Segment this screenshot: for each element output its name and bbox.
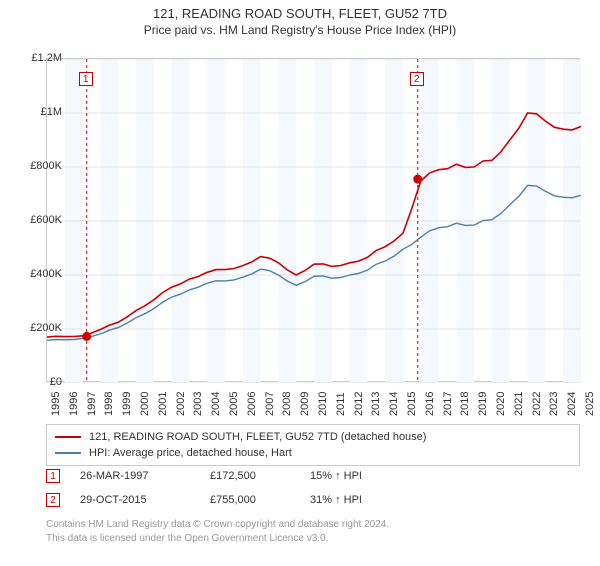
x-axis-tick-label: 1995 [50,392,62,416]
legend-row-series1: 121, READING ROAD SOUTH, FLEET, GU52 7TD… [55,429,571,445]
y-axis-tick-label: £400K [30,268,62,280]
footer-attribution: Contains HM Land Registry data © Crown c… [46,518,580,545]
y-axis-tick-label: £800K [30,160,62,172]
legend-swatch-2 [55,452,81,454]
footer-line-1: Contains HM Land Registry data © Crown c… [46,519,389,530]
x-axis-tick-label: 2012 [353,392,365,416]
transaction-price-2: £755,000 [210,494,310,506]
x-axis-tick-label: 2019 [477,392,489,416]
x-axis-tick-label: 2004 [210,392,222,416]
y-axis-tick-label: £600K [30,214,62,226]
chart-plot-area [46,58,580,382]
x-axis-tick-label: 2005 [228,392,240,416]
footer-line-2: This data is licensed under the Open Gov… [46,533,328,544]
chart-marker-flag: 2 [410,72,424,86]
y-axis-tick-label: £200K [30,322,62,334]
x-axis-tick-label: 2003 [192,392,204,416]
legend-label-2: HPI: Average price, detached house, Hart [89,447,292,459]
transaction-marker-1: 1 [46,469,60,483]
transaction-diff-2: 31% ↑ HPI [310,494,470,506]
x-axis-tick-label: 2014 [388,392,400,416]
transaction-list: 1 26-MAR-1997 £172,500 15% ↑ HPI 2 29-OC… [46,464,580,512]
x-axis-tick-label: 2015 [406,392,418,416]
x-axis-tick-label: 2002 [175,392,187,416]
x-axis-tick-label: 2000 [139,392,151,416]
chart-marker-flag: 1 [79,72,93,86]
legend-label-1: 121, READING ROAD SOUTH, FLEET, GU52 7TD… [89,431,426,443]
x-axis-tick-label: 2016 [424,392,436,416]
x-axis-tick-label: 2025 [584,392,596,416]
legend-box: 121, READING ROAD SOUTH, FLEET, GU52 7TD… [46,424,580,466]
x-axis-tick-label: 1996 [68,392,80,416]
x-axis-tick-label: 1999 [121,392,133,416]
x-axis-tick-label: 2008 [281,392,293,416]
x-axis-tick-label: 2024 [566,392,578,416]
x-axis-tick-label: 2021 [513,392,525,416]
x-axis-tick-label: 1997 [86,392,98,416]
transaction-diff-1: 15% ↑ HPI [310,470,470,482]
x-axis-tick-label: 2010 [317,392,329,416]
x-axis-tick-label: 2023 [548,392,560,416]
legend-swatch-1 [55,436,81,438]
transaction-date-2: 29-OCT-2015 [80,494,210,506]
x-axis-tick-label: 2020 [495,392,507,416]
chart-title-address: 121, READING ROAD SOUTH, FLEET, GU52 7TD [0,6,600,21]
x-axis-tick-label: 2011 [335,392,347,416]
transaction-row-2: 2 29-OCT-2015 £755,000 31% ↑ HPI [46,488,580,512]
x-axis-tick-label: 2001 [157,392,169,416]
x-axis-tick-label: 2006 [246,392,258,416]
y-axis-tick-label: £0 [50,376,62,388]
x-axis-tick-label: 2007 [264,392,276,416]
transaction-price-1: £172,500 [210,470,310,482]
y-axis-tick-label: £1.2M [31,52,62,64]
legend-row-series2: HPI: Average price, detached house, Hart [55,445,571,461]
transaction-marker-2: 2 [46,493,60,507]
transaction-row-1: 1 26-MAR-1997 £172,500 15% ↑ HPI [46,464,580,488]
transaction-date-1: 26-MAR-1997 [80,470,210,482]
x-axis-tick-label: 2018 [459,392,471,416]
x-axis-tick-label: 1998 [103,392,115,416]
x-axis-tick-label: 2017 [442,392,454,416]
x-axis-tick-label: 2022 [531,392,543,416]
chart-title-subtitle: Price paid vs. HM Land Registry's House … [0,23,600,37]
x-axis-tick-label: 2009 [299,392,311,416]
x-axis-tick-label: 2013 [370,392,382,416]
y-axis-tick-label: £1M [41,106,62,118]
